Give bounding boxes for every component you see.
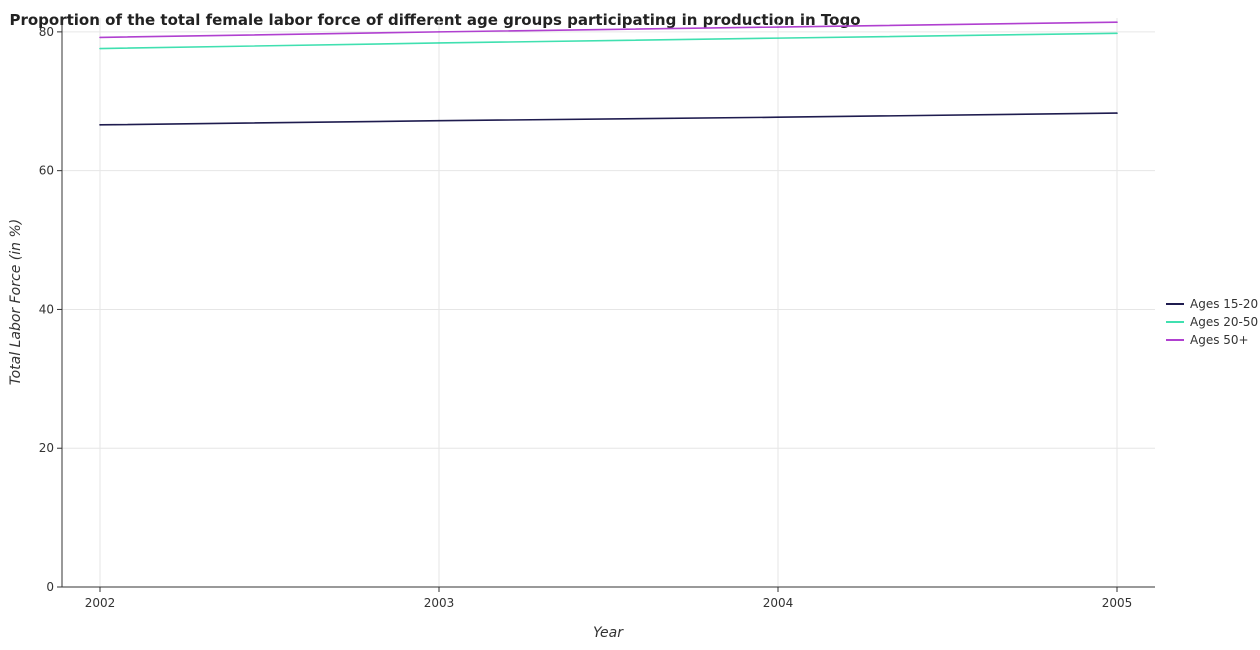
- x-tick-label: 2003: [424, 596, 455, 610]
- x-tick-label: 2004: [763, 596, 794, 610]
- data-point: [99, 36, 101, 39]
- x-tick-label: 2002: [85, 596, 116, 610]
- chart-title: Proportion of the total female labor for…: [9, 11, 860, 29]
- data-point: [99, 124, 101, 126]
- series-line-1: [99, 32, 1118, 50]
- y-tick-label: 0: [46, 580, 54, 594]
- data-point: [777, 37, 779, 39]
- y-axis-label: Total Labor Force (in %): [8, 219, 24, 385]
- data-point: [1116, 112, 1118, 114]
- data-point: [777, 116, 779, 119]
- x-tick-label: 2005: [1102, 596, 1133, 610]
- x-axis-label: Year: [593, 625, 624, 641]
- series-group: [99, 21, 1118, 126]
- y-tick-label: 40: [39, 302, 54, 316]
- data-point: [438, 42, 440, 44]
- y-ticks: 0 20 40 60 80: [39, 25, 62, 594]
- y-tick-label: 60: [39, 164, 54, 178]
- legend-label: Ages 50+: [1190, 333, 1249, 347]
- data-point: [1116, 32, 1118, 35]
- axes: [61, 18, 1155, 588]
- y-tick-label: 20: [39, 441, 54, 455]
- data-point: [99, 47, 101, 50]
- grid: [62, 18, 1155, 588]
- data-point: [777, 26, 779, 28]
- x-ticks: 2002 2003 2004 2005: [85, 587, 1133, 610]
- data-point: [1116, 21, 1118, 23]
- legend-label: Ages 20-50: [1190, 315, 1258, 329]
- series-line-2: [99, 21, 1118, 39]
- legend: Ages 15-20 Ages 20-50 Ages 50+: [1166, 297, 1258, 347]
- data-point: [438, 119, 440, 122]
- series-line-0: [99, 112, 1118, 126]
- legend-label: Ages 15-20: [1190, 297, 1258, 311]
- data-point: [438, 31, 440, 33]
- y-tick-label: 80: [39, 25, 54, 39]
